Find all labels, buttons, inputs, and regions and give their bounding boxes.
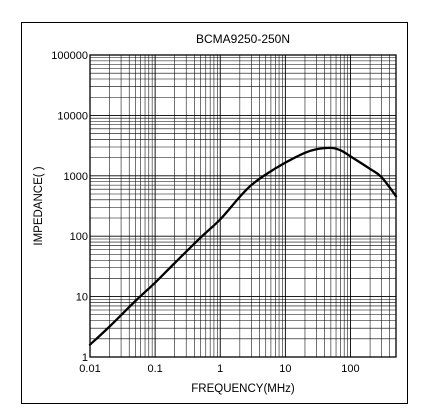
y-tick-label: 1000 <box>64 171 88 183</box>
x-axis-label: FREQUENCY(MHz) <box>191 383 295 395</box>
y-tick-label: 100 <box>70 231 88 243</box>
grid-layer <box>89 54 397 358</box>
series-layer <box>88 146 398 346</box>
plot-area-border <box>89 54 397 358</box>
tick-layer: 0.01 0.1 1 10 100 1 10 100 1000 10000 100000 <box>51 50 359 375</box>
x-tick-label: 0.01 <box>79 363 100 375</box>
chart-frame <box>21 22 408 404</box>
x-tick-label: 0.1 <box>147 363 162 375</box>
x-tick-label: 100 <box>341 363 359 375</box>
y-tick-label: 1 <box>82 352 88 364</box>
chart-title: BCMA9250-250N <box>196 32 290 46</box>
y-tick-label: 100000 <box>51 50 88 62</box>
impedance-curve <box>88 146 398 346</box>
x-tick-label: 1 <box>217 363 223 375</box>
y-tick-label: 10000 <box>57 110 88 122</box>
y-tick-label: 10 <box>76 292 88 304</box>
y-axis-label: IMPEDANCE( ) <box>33 166 45 245</box>
x-tick-label: 10 <box>279 363 291 375</box>
